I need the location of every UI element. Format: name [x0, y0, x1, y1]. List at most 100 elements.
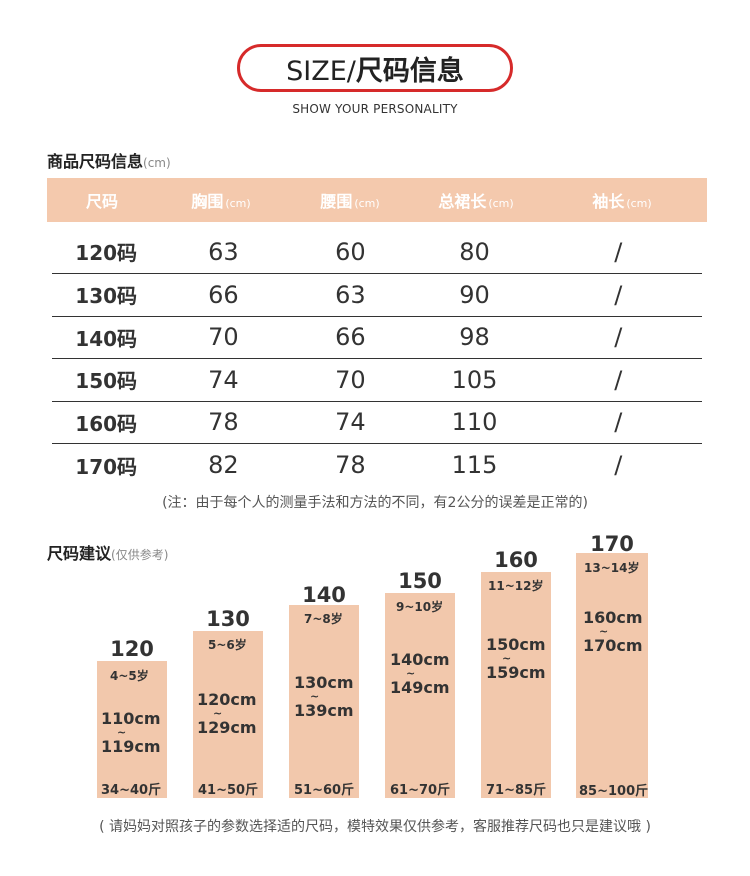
cell-length: 90	[459, 280, 490, 309]
table-row: 170码 82 78 115 /	[52, 444, 702, 487]
cell-waist: 78	[335, 451, 366, 480]
header-waist: 腰围 (cm)	[320, 192, 380, 211]
bar-tilde: ~	[502, 652, 512, 665]
bar-weight: 41~50斤	[198, 783, 259, 798]
cell-waist: 70	[335, 365, 366, 394]
cell-waist: 63	[335, 280, 366, 309]
page-title: SIZE/尺码信息	[286, 49, 464, 88]
size-info-heading: 商品尺码信息(cm)	[47, 148, 171, 172]
size-advice-title: 尺码建议	[47, 544, 112, 563]
cell-chest: 66	[208, 280, 239, 309]
cell-sleeve: /	[614, 365, 623, 394]
bar-height-from: 160cm	[583, 608, 643, 627]
cell-size: 170码	[75, 454, 138, 479]
size-bar	[385, 593, 455, 798]
table-row: 140码 70 66 98 /	[52, 317, 702, 359]
cell-waist: 74	[335, 408, 366, 437]
bar-height-range: 130cm ~ 139cm	[294, 674, 354, 720]
size-bar	[193, 631, 263, 798]
bar-height-from: 130cm	[294, 673, 354, 692]
bar-height-to: 170cm	[583, 636, 643, 655]
bar-tilde: ~	[406, 667, 416, 680]
table-row: 150码 74 70 105 /	[52, 359, 702, 402]
cell-chest: 78	[208, 408, 239, 437]
bar-weight: 71~85斤	[486, 783, 547, 798]
bar-height-range: 150cm ~ 159cm	[486, 636, 546, 682]
cell-length: 98	[459, 323, 490, 352]
cell-sleeve: /	[614, 237, 623, 266]
bar-height-range: 160cm ~ 170cm	[583, 609, 643, 655]
size-bar	[289, 605, 359, 798]
bar-age: 13~14岁	[584, 561, 640, 575]
bar-tilde: ~	[310, 690, 320, 703]
bar-height-to: 129cm	[197, 718, 257, 737]
bar-age: 9~10岁	[396, 600, 444, 614]
bar-size-label: 130	[206, 607, 250, 631]
bar-weight: 85~100斤	[579, 784, 649, 799]
header-sleeve: 袖长 (cm)	[592, 192, 652, 211]
bar-height-from: 140cm	[390, 650, 450, 669]
bar-weight: 61~70斤	[390, 783, 451, 798]
cell-sleeve: /	[614, 323, 623, 352]
bar-height-to: 149cm	[390, 678, 450, 697]
size-advice-heading: 尺码建议(仅供参考)	[47, 540, 168, 564]
bar-height-range: 120cm ~ 129cm	[197, 691, 257, 737]
size-info-title: 商品尺码信息	[47, 152, 144, 171]
table-row: 160码 78 74 110 /	[52, 402, 702, 444]
bar-height-range: 110cm ~ 119cm	[101, 710, 161, 756]
bar-height-to: 139cm	[294, 701, 354, 720]
cell-sleeve: /	[614, 280, 623, 309]
subtitle: SHOW YOUR PERSONALITY	[292, 102, 458, 116]
cell-length: 115	[451, 451, 498, 480]
bar-height-to: 159cm	[486, 663, 546, 682]
bar-age: 11~12岁	[488, 579, 544, 593]
title-prefix: SIZE/	[286, 55, 356, 87]
cell-waist: 60	[335, 237, 366, 266]
bar-age: 7~8岁	[304, 612, 343, 626]
size-advice-note: (仅供参考)	[111, 548, 169, 562]
cell-size: 140码	[75, 326, 138, 351]
size-table: 尺码 胸围 (cm) 腰围 (cm) 总裙长 (cm) 袖长 (cm) 120码 63 …	[47, 178, 707, 487]
header-chest: 胸围 (cm)	[191, 192, 251, 211]
cell-sleeve: /	[614, 408, 623, 437]
cell-size: 120码	[75, 241, 138, 265]
cell-chest: 82	[208, 451, 239, 480]
bar-tilde: ~	[117, 726, 127, 739]
title-main: 尺码信息	[355, 55, 464, 87]
bar-height-range: 140cm ~ 149cm	[390, 651, 450, 697]
cell-chest: 70	[208, 323, 239, 352]
cell-waist: 66	[335, 323, 366, 352]
bar-height-to: 119cm	[101, 737, 161, 756]
bar-height-from: 110cm	[101, 709, 161, 728]
bar-height-from: 120cm	[197, 690, 257, 709]
bar-size-label: 160	[494, 548, 538, 572]
bar-size-label: 140	[302, 583, 346, 607]
table-header: 尺码 胸围 (cm) 腰围 (cm) 总裙长 (cm) 袖长 (cm)	[47, 178, 707, 222]
bar-weight: 34~40斤	[101, 783, 162, 798]
bar-tilde: ~	[599, 625, 609, 638]
footer-note: ( 请妈妈对照孩子的参数选择适的尺码，模特效果仅供参考，客服推荐尺码也只是建议哦…	[99, 819, 651, 835]
bar-weight: 51~60斤	[294, 783, 355, 798]
bar-height-from: 150cm	[486, 635, 546, 654]
bar-size-label: 120	[110, 637, 154, 661]
size-bar	[481, 572, 551, 798]
bar-size-label: 170	[590, 532, 634, 556]
size-bar	[97, 661, 167, 798]
cell-length: 110	[451, 408, 498, 437]
title-pill: SIZE/尺码信息	[237, 44, 513, 92]
bar-tilde: ~	[213, 707, 223, 720]
size-info-unit: (cm)	[143, 156, 171, 170]
header-size: 尺码	[85, 192, 118, 211]
cell-chest: 74	[208, 365, 239, 394]
cell-size: 130码	[75, 284, 138, 309]
cell-length: 105	[451, 365, 498, 394]
cell-chest: 63	[208, 237, 239, 266]
cell-size: 150码	[75, 369, 138, 394]
header-length: 总裙长 (cm)	[438, 192, 514, 211]
bar-size-label: 150	[398, 569, 442, 593]
table-row: 120码 63 60 80 /	[52, 222, 702, 274]
table-row: 130码 66 63 90 /	[52, 274, 702, 317]
bar-age: 4~5岁	[110, 669, 149, 683]
table-body: 120码 63 60 80 / 130码 66 63 90 / 140码 70 …	[52, 222, 702, 487]
cell-size: 160码	[75, 411, 138, 436]
